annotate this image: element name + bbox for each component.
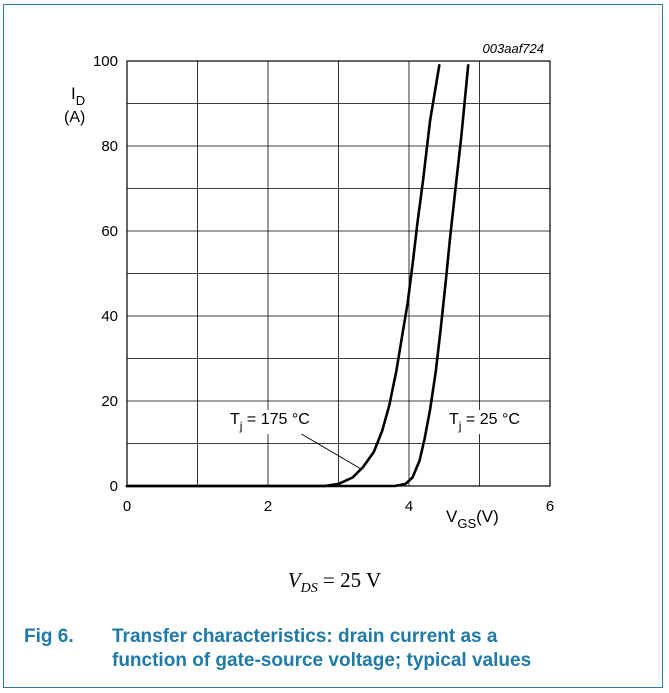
- y-tick-label: 60: [101, 223, 118, 240]
- condition-subscript: DS: [300, 581, 318, 597]
- test-condition: VDS = 25 V: [0, 568, 669, 597]
- x-tick-label: 4: [405, 498, 413, 515]
- series-label-175-text: Tj = 175 °C: [230, 411, 310, 433]
- y-axis-label-sub: D: [76, 93, 85, 108]
- curves: [125, 64, 470, 488]
- y-axis-label-main: I: [71, 84, 76, 103]
- series-label-25-text: Tj = 25 °C: [449, 411, 520, 433]
- condition-value: = 25 V: [317, 568, 382, 592]
- series-label-25-main: T: [449, 411, 459, 428]
- y-tick-label: 80: [101, 138, 118, 155]
- ref-code: 003aaf724: [483, 41, 544, 56]
- y-tick-label: 20: [101, 393, 118, 410]
- y-tick-label: 100: [93, 53, 118, 70]
- series-label-25-bg: [446, 410, 523, 434]
- figure-number: Fig 6.: [24, 626, 74, 647]
- series-label-175: Tj = 175 °C: [227, 410, 313, 434]
- series-label-25-unit: °C: [502, 411, 520, 428]
- x-axis-label-main: V: [446, 507, 458, 526]
- x-axis-label-unit: (V): [476, 507, 499, 526]
- series-label-leader-175: [299, 432, 362, 470]
- x-tick-label: 0: [123, 498, 131, 515]
- y-axis-unit: (A): [64, 109, 85, 126]
- grid-lines: [127, 61, 550, 486]
- x-tick-label: 6: [546, 498, 554, 515]
- series-label-25-sub: j: [458, 419, 462, 433]
- condition-symbol: V: [287, 568, 301, 592]
- figure-frame: [3, 4, 663, 688]
- y-tick-label: 40: [101, 308, 118, 325]
- figure-caption-line-1: Transfer characteristics: drain current …: [112, 626, 498, 647]
- series-label-175-unit: °C: [292, 411, 310, 428]
- y-axis-label: ID: [71, 84, 85, 108]
- y-tick-label: 0: [110, 478, 118, 495]
- x-axis-label-sub: GS: [457, 516, 476, 531]
- series-label-175-bg: [227, 410, 313, 434]
- series-label-175-main: T: [230, 411, 240, 428]
- series-label-175-sub: j: [239, 419, 243, 433]
- x-tick-label: 2: [264, 498, 272, 515]
- series-label-175-value: = 175: [242, 411, 291, 428]
- series-label-25-value: = 25: [461, 411, 501, 428]
- curve-tj-25: [125, 64, 470, 488]
- series-label-25: Tj = 25 °C: [446, 410, 523, 434]
- x-axis-label: VGS(V): [446, 507, 499, 531]
- figure-caption-line-2: function of gate-source voltage; typical…: [112, 650, 532, 671]
